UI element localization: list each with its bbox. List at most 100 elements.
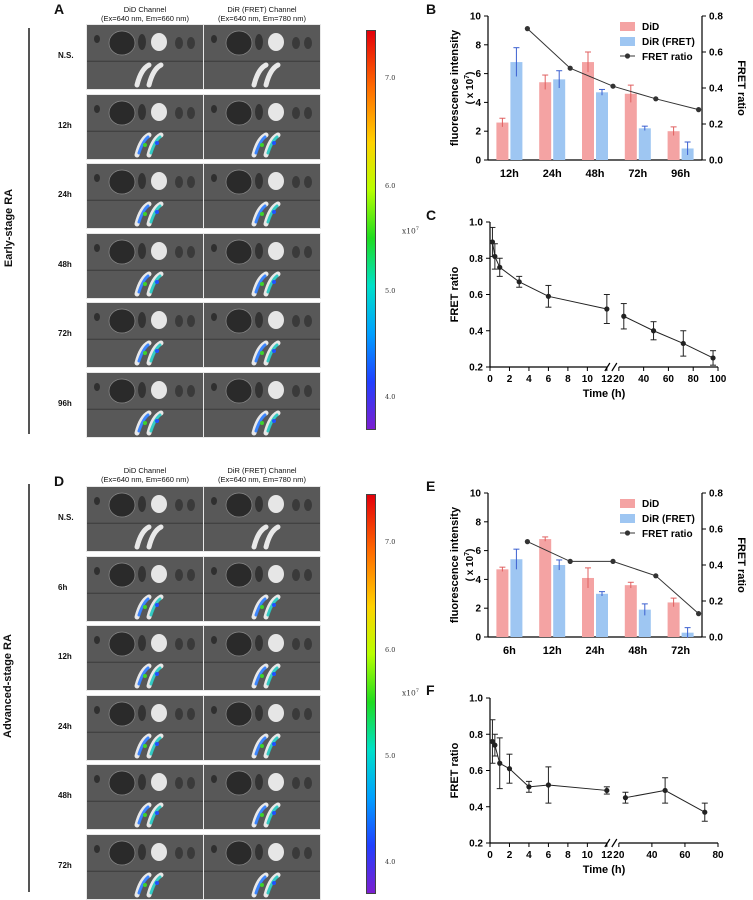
axis-break-mark — [611, 838, 618, 848]
y2-axis-label: FRET ratio — [735, 537, 747, 593]
y-unit-exp: 7 — [464, 75, 471, 79]
axis-break-mark — [611, 362, 618, 372]
ratio-point — [702, 809, 708, 815]
early-stage-label: Early-stage RA — [3, 188, 15, 268]
ratio-point — [545, 782, 552, 788]
y2-tick-label: 0.0 — [709, 633, 723, 644]
y-unit-base: ( x 10 — [465, 555, 476, 581]
y-tick-label: 1.0 — [469, 694, 483, 705]
legend-label-dir: DiR (FRET) — [642, 514, 695, 525]
y2-tick-label: 0.6 — [709, 48, 723, 59]
dir-channel-image — [203, 24, 321, 90]
legend-marker-fret — [624, 53, 631, 59]
y-axis-unit: ( x 107) — [464, 549, 476, 582]
advanced-side-bar — [28, 484, 30, 892]
bar-dir — [638, 609, 651, 637]
did-channel-image — [86, 625, 204, 691]
colorbar-a-tick: 5.0 — [385, 287, 396, 295]
did-header-line1: DiD Channel — [123, 466, 167, 475]
x-tick-label: 48h — [586, 168, 605, 180]
x-tick-label: 4 — [526, 374, 532, 385]
y-tick-label: 4 — [475, 575, 481, 586]
did-channel-image — [86, 93, 204, 160]
legend-swatch-did — [620, 22, 635, 31]
colorbar-d — [366, 494, 376, 894]
y2-tick-label: 0.0 — [709, 156, 723, 167]
dir-channel-image — [203, 833, 321, 900]
did-channel-image — [86, 232, 204, 299]
ratio-point — [662, 787, 668, 794]
y-unit-close: ) — [465, 549, 476, 552]
did-channel-image — [86, 24, 204, 90]
ratio-point — [526, 784, 532, 790]
imaging-row-label: 12h — [58, 120, 72, 130]
imaging-row-label: 72h — [58, 860, 72, 870]
chart-f-fret-ratio: 0.2 0.4 0.6 0.8 1.0 0 2 4 6 8 10 12 20 40 60 80 Time (h)… — [449, 694, 724, 877]
fret-ratio-point — [524, 26, 530, 32]
ratio-point — [650, 328, 657, 334]
did-channel-image — [86, 555, 204, 622]
bar-dir — [510, 559, 523, 637]
ratio-line-left — [491, 241, 607, 310]
legend-swatch-did — [620, 499, 635, 508]
legend-label-fret: FRET ratio — [642, 52, 693, 63]
bar-dir — [638, 128, 651, 160]
x-tick-label: 60 — [663, 374, 675, 385]
dir-header-line1: DiR (FRET) Channel — [227, 5, 297, 14]
y-tick-label: 0 — [475, 633, 481, 644]
x-tick-label: 4 — [526, 850, 532, 861]
colorbar-a-tick: 4.0 — [385, 393, 396, 401]
x-tick-label: 48h — [628, 645, 647, 657]
colorbar-d-tick: 7.0 — [385, 538, 396, 546]
x-tick-label: 10 — [582, 850, 594, 861]
ratio-point — [506, 766, 513, 772]
y-unit-exp: 7 — [464, 552, 471, 556]
fret-ratio-point — [696, 611, 702, 617]
y-tick-label: 6 — [475, 69, 481, 80]
dir-header-line1: DiR (FRET) Channel — [227, 466, 297, 475]
dir-channel-image — [203, 764, 321, 830]
imaging-row-label: 12h — [58, 652, 72, 661]
bar-dir — [553, 565, 566, 637]
x-tick-label: 2 — [507, 374, 513, 385]
y-tick-label: 8 — [475, 517, 481, 528]
imaging-row-label: 6h — [58, 582, 68, 592]
colorbar-unit-exp: 7 — [415, 688, 419, 694]
y-tick-label: 0 — [475, 156, 481, 167]
did-channel-image — [86, 833, 204, 900]
y-tick-label: 0.2 — [469, 839, 483, 850]
x-tick-label: 10 — [582, 374, 594, 385]
legend-label-fret: FRET ratio — [642, 529, 693, 540]
x-tick-label: 20 — [613, 850, 625, 861]
bar-did — [624, 93, 637, 160]
ratio-point — [710, 355, 716, 361]
y-tick-label: 2 — [475, 604, 481, 615]
y-axis-label: FRET ratio — [449, 742, 461, 798]
y2-tick-label: 0.8 — [709, 489, 723, 500]
bar-did — [667, 602, 680, 637]
ratio-point — [492, 742, 498, 748]
dir-header-line2: (Ex=640 nm, Em=780 nm) — [218, 475, 306, 484]
y-tick-label: 10 — [470, 12, 482, 23]
panel-letter-c: C — [426, 207, 437, 223]
colorbar-d-unit: x107 — [402, 688, 419, 698]
x-tick-label: 0 — [487, 850, 493, 861]
fret-ratio-point — [567, 558, 573, 564]
x-tick-label: 8 — [565, 374, 571, 385]
colorbar-d-tick: 5.0 — [385, 752, 396, 760]
bar-did — [496, 122, 509, 160]
x-tick-label: 2 — [507, 850, 513, 861]
y2-tick-label: 0.2 — [709, 597, 723, 608]
did-channel-header-a: DiD Channel (Ex=640 nm, Em=660 nm) — [86, 5, 204, 23]
y-tick-label: 0.6 — [469, 290, 483, 301]
fret-ratio-point — [610, 83, 616, 89]
y-tick-label: 6 — [475, 546, 481, 557]
imaging-row-label: 24h — [58, 190, 72, 199]
y-tick-label: 2 — [475, 127, 481, 138]
y-axis-label: FRET ratio — [449, 266, 461, 322]
did-header-line2: (Ex=640 nm, Em=660 nm) — [101, 475, 189, 484]
did-header-line1: DiD Channel — [123, 5, 167, 14]
imaging-row-label: 96h — [58, 398, 72, 408]
did-channel-header-d: DiD Channel (Ex=640 nm, Em=660 nm) — [86, 466, 204, 484]
legend-swatch-dir — [620, 514, 635, 523]
